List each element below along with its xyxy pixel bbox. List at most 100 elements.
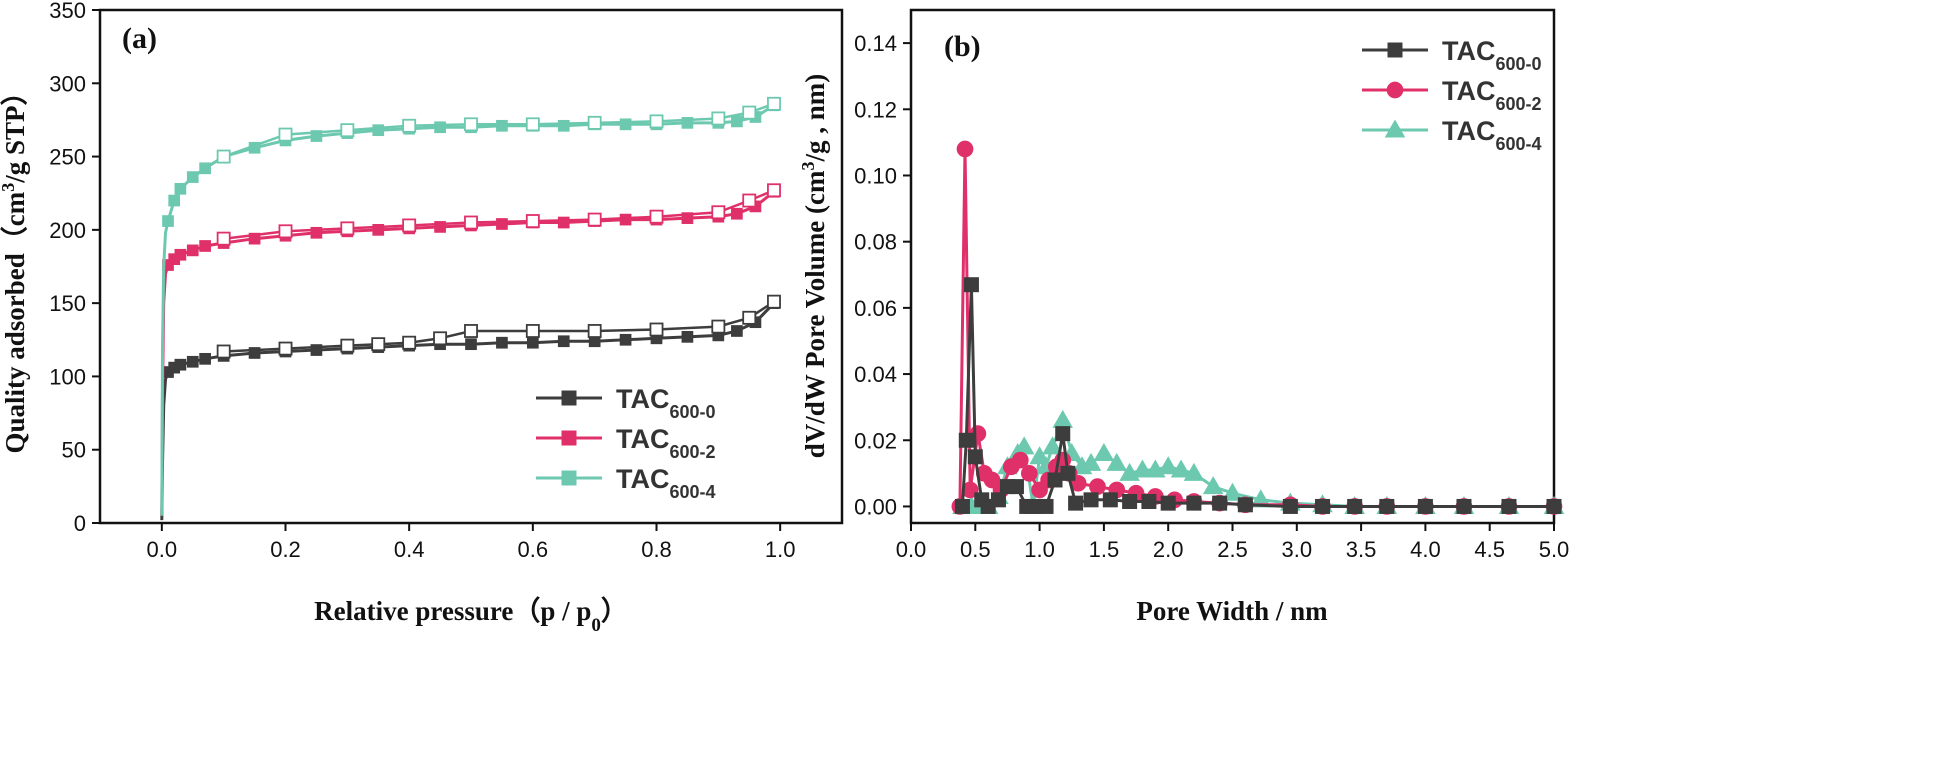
panel-a-xlabel: Relative pressure（p / p0）	[314, 596, 628, 636]
panel-b-xtick-label: 4.5	[1474, 537, 1505, 562]
panel-a-desorption-point	[767, 183, 781, 198]
panel-b-point	[1379, 498, 1395, 514]
panel-a-adsorption-point	[465, 338, 477, 351]
panel-b-point	[1038, 498, 1054, 514]
panel-b-xtick-label: 0.5	[960, 537, 991, 562]
panel-a-ytick-label: 300	[49, 71, 86, 96]
panel-a-desorption-point	[340, 338, 355, 353]
panel-a-adsorption-point	[248, 347, 261, 359]
panel-b-point	[1068, 495, 1084, 511]
panel-a-label: (a)	[122, 22, 157, 55]
panel-a-desorption-point	[402, 118, 417, 133]
panel-a-adsorption-point	[199, 352, 211, 365]
panel-a-adsorption-point	[731, 115, 743, 128]
panel-a-desorption-point	[464, 117, 478, 132]
panel-a-desorption-point	[525, 324, 540, 338]
panel-a-adsorption-point	[248, 232, 261, 245]
panel-b-series	[954, 277, 1562, 514]
panel-a-adsorption-point	[731, 325, 743, 337]
panel-b-point	[963, 277, 979, 293]
panel-a-frame	[98, 8, 844, 525]
panel-a-desorption-point	[402, 218, 417, 233]
panel-a-legend-label: TAC600-2	[616, 424, 716, 462]
panel-b-legend-label: TAC600-4	[1442, 116, 1542, 154]
panel-a-adsorption-point	[496, 336, 508, 349]
panel-b-ytick-label: 0.06	[854, 296, 897, 321]
panel-a-adsorption-point	[186, 244, 199, 257]
panel-b-point	[1141, 493, 1157, 509]
panel-a-adsorption-point	[372, 124, 385, 137]
panel-b-series	[952, 409, 1565, 514]
panel-a-ylabel: Quality adsorbed（cm3/g STP）	[0, 78, 30, 453]
panel-b-point	[1315, 498, 1331, 514]
panel-b-ytick-label: 0.00	[854, 494, 897, 519]
panel-a-desorption-point	[371, 337, 386, 352]
panel-a-legend-label: TAC600-4	[616, 464, 716, 502]
panel-b-point	[1546, 498, 1562, 514]
panel-a-adsorption-point	[496, 218, 508, 230]
panel-b-point	[1160, 495, 1176, 511]
panel-b-legend-label: TAC600-2	[1442, 76, 1542, 114]
panel-a-desorption-point	[742, 193, 757, 208]
panel-a-adsorption-point	[681, 212, 694, 224]
panel-b-point	[1052, 409, 1074, 428]
panel-a-adsorption-point	[731, 207, 743, 220]
panel-a-adsorption-point	[434, 221, 446, 233]
panel-b-legend-label: TAC600-0	[1442, 36, 1542, 74]
panel-a-adsorption-point	[310, 130, 323, 142]
panel-a-adsorption-point	[619, 213, 632, 226]
panel-b-ytick-label: 0.10	[854, 163, 897, 188]
panel-a-desorption-point	[711, 111, 726, 126]
panel-b-legend-marker	[1387, 42, 1403, 58]
panel-a-desorption-point	[278, 127, 293, 142]
panel-b-point	[1132, 459, 1153, 478]
panel-a-adsorption-point	[496, 119, 508, 132]
panel-b-pore-distribution: (b) 0.0 0.5 1.0 1.5 2.0 2.5 3.0 3.5 4.0 4.5 5.0 0.0…	[798, 8, 1570, 626]
panel-a-adsorption-point	[526, 336, 539, 349]
panel-b-ytick-label: 0.12	[854, 97, 897, 122]
panel-a-xtick-label: 1.0	[765, 537, 796, 562]
panel-b-point	[1102, 492, 1118, 508]
panel-b-point	[1282, 498, 1298, 514]
panel-b-point	[1501, 498, 1517, 514]
panel-a-desorption-point	[525, 117, 540, 132]
panel-a-desorption-point	[587, 212, 602, 227]
panel-a-desorption-point	[278, 224, 293, 239]
panel-a-adsorption-point	[186, 171, 199, 183]
panel-a-ytick-label: 350	[49, 0, 86, 23]
panel-a-adsorption-point	[162, 215, 174, 227]
panel-b-xtick-label: 5.0	[1539, 537, 1570, 562]
panel-a-legend-marker	[561, 390, 577, 406]
panel-a-desorption-point	[742, 105, 757, 120]
panel-a-adsorption-point	[248, 141, 261, 154]
panel-b-point	[1183, 462, 1205, 481]
panel-b-point	[956, 140, 974, 158]
panel-b-point	[1222, 482, 1243, 501]
panel-b-point	[1186, 495, 1202, 511]
panel-a-desorption-point	[216, 231, 231, 246]
panel-b-point	[967, 449, 983, 465]
panel-b-legend-marker	[1386, 81, 1404, 99]
panel-b-point	[1083, 492, 1099, 508]
panel-b-point	[1456, 498, 1472, 514]
panel-b-point	[1047, 472, 1063, 488]
panel-b-point	[990, 492, 1006, 508]
panel-a-adsorption-point	[681, 117, 694, 129]
panel-b-xtick-label: 1.0	[1024, 537, 1055, 562]
panel-b-point	[1157, 456, 1179, 475]
panel-b-point	[1089, 478, 1106, 495]
panel-b-xtick-label: 2.0	[1153, 537, 1184, 562]
panel-a-adsorption-point	[619, 118, 632, 131]
panel-a-isotherms: (a) 0.0 0.2 0.4 0.6 0.8 1.0 0 50 100 150 200 250 300…	[0, 0, 844, 636]
panel-a-adsorption-point	[434, 121, 446, 134]
panel-a-series	[160, 183, 781, 516]
panel-b-point	[1237, 497, 1253, 513]
panel-b-ytick-label: 0.04	[854, 362, 897, 387]
panel-b-point	[1417, 498, 1433, 514]
panel-b-point	[1080, 452, 1102, 471]
panel-b-ylabel: dV/dW Pore Volume (cm3/g , nm)	[798, 74, 830, 459]
panel-b-point	[1122, 493, 1138, 509]
panel-a-adsorption-point	[174, 248, 187, 261]
panel-a-adsorption-point	[174, 182, 187, 195]
